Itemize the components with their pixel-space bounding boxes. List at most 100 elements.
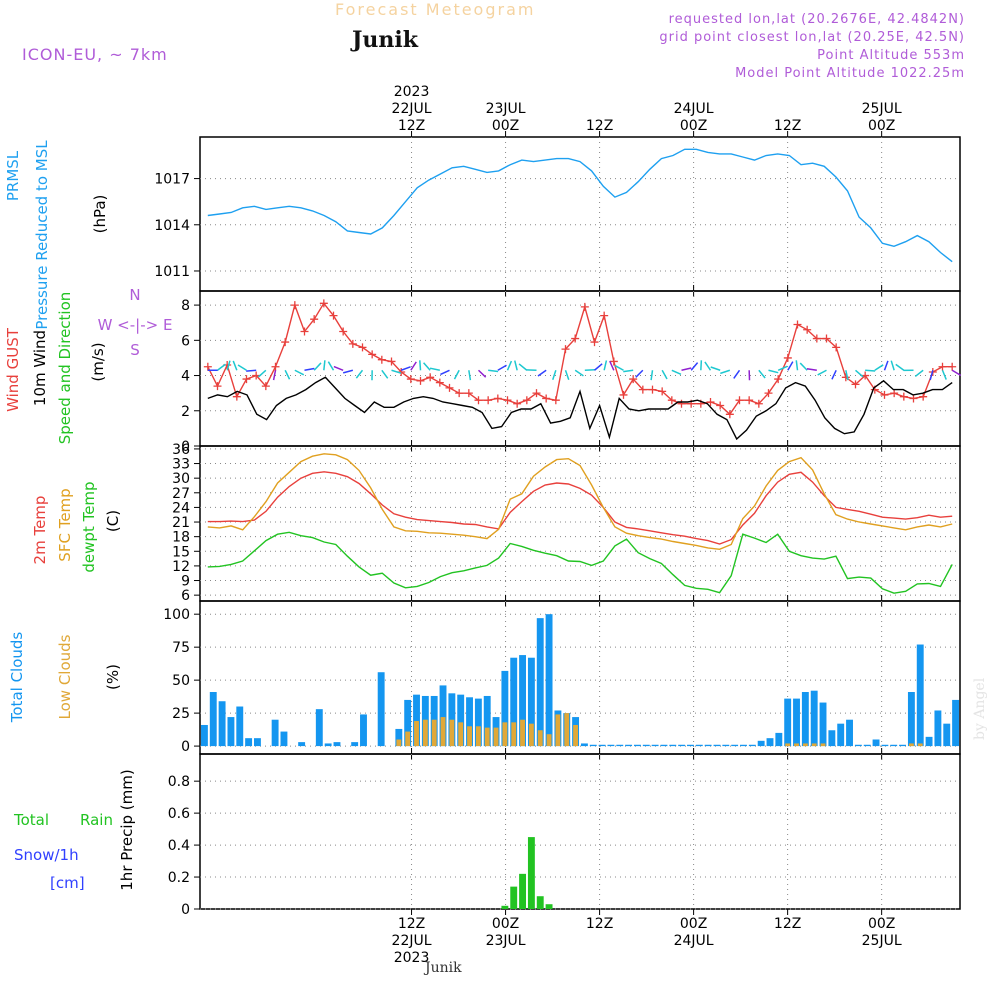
gust-marker: [542, 394, 551, 403]
wind-direction-arrow: [506, 360, 513, 371]
gust-marker: [890, 389, 899, 398]
wind-direction-arrow: [552, 370, 557, 381]
top-time-label: 00Z: [680, 118, 707, 134]
y-tick-label: 6: [181, 588, 190, 604]
bar-low-clouds: [484, 727, 490, 747]
gust-marker: [445, 383, 454, 392]
bar-total-clouds: [660, 744, 668, 747]
model-point-altitude: Model Point Altitude 1022.25m: [735, 66, 965, 81]
bar-low-clouds: [511, 722, 517, 747]
bar-total-clouds: [890, 744, 898, 747]
wind-direction-arrow: [865, 369, 876, 372]
bottom-time-label: 25JUL: [862, 933, 902, 949]
bar-total-clouds: [457, 694, 465, 747]
panel-frame: [199, 445, 961, 602]
wind-direction-arrow: [614, 364, 624, 371]
top-time-label: 12Z: [774, 118, 801, 134]
wind-direction-arrow: [232, 360, 238, 371]
bar-total-clouds: [775, 732, 783, 747]
panel-frame: [199, 600, 961, 755]
gust-marker: [658, 387, 667, 396]
bar-low-clouds: [573, 724, 579, 747]
gust-marker: [426, 373, 435, 382]
bar-total-clouds: [395, 728, 403, 747]
bar-total-clouds: [227, 717, 235, 747]
y-tick-label: 2: [181, 404, 190, 420]
wind-direction-arrow: [895, 363, 905, 371]
bar-total-clouds: [501, 670, 509, 747]
wind-direction-arrow: [294, 369, 305, 376]
bar-low-clouds: [546, 734, 552, 747]
bar-total-clouds: [536, 618, 544, 747]
bar-rain: [527, 837, 535, 909]
gust-marker: [638, 385, 647, 394]
bar-low-clouds: [458, 722, 464, 747]
wind-direction-arrow: [333, 365, 344, 371]
bar-total-clouds: [757, 740, 765, 747]
y-axis-label: 10m Wind: [31, 330, 49, 406]
y-axis-label: (C): [104, 510, 122, 532]
gust-marker: [571, 334, 580, 343]
wind-direction-arrow: [488, 369, 499, 373]
precip-rain-label: Rain: [80, 811, 113, 829]
bar-low-clouds: [396, 739, 402, 747]
wind-direction-arrow: [391, 369, 402, 374]
credit-watermark: by Angel: [972, 677, 988, 740]
wind-direction-arrow: [733, 369, 741, 379]
bottom-time-label: 12Z: [586, 916, 613, 932]
wind-direction-arrow: [468, 370, 472, 381]
bar-low-clouds: [908, 743, 914, 747]
wind-direction-arrow: [951, 369, 962, 377]
bar-total-clouds: [695, 744, 703, 747]
chart-title: Forecast Meteogram: [335, 0, 535, 19]
wind-direction-arrow: [661, 369, 668, 380]
gust-marker: [522, 396, 531, 405]
bar-low-clouds: [811, 743, 817, 747]
wind-direction-arrow: [817, 369, 827, 376]
y-tick-label: 30: [172, 471, 190, 487]
bar-low-clouds: [917, 743, 923, 747]
wind-direction-arrow: [355, 369, 364, 379]
gust-marker: [706, 397, 715, 406]
bar-total-clouds: [916, 644, 924, 747]
bar-low-clouds: [414, 721, 419, 747]
bar-total-clouds: [280, 731, 288, 747]
wind-direction-arrow: [429, 367, 440, 371]
bar-rain: [501, 905, 509, 909]
wind-direction-arrow: [855, 369, 864, 378]
bar-total-clouds: [298, 742, 306, 747]
bar-total-clouds: [598, 744, 606, 747]
bar-low-clouds: [422, 719, 428, 747]
bar-total-clouds: [218, 701, 226, 747]
wind-direction-arrow: [671, 369, 682, 376]
wind-direction-arrow: [453, 369, 460, 380]
gust-marker: [348, 339, 357, 348]
bottom-time-label: 12Z: [398, 916, 425, 932]
wind-direction-arrow: [700, 360, 703, 371]
gust-marker: [377, 355, 386, 364]
gust-marker: [455, 389, 464, 398]
point-altitude: Point Altitude 553m: [817, 48, 965, 63]
gust-marker: [880, 390, 889, 399]
wind-direction-arrow: [217, 363, 226, 371]
gust-marker: [387, 357, 396, 366]
bar-total-clouds: [616, 744, 624, 747]
bottom-time-label: 00Z: [868, 916, 895, 932]
gust-marker: [368, 350, 377, 359]
wind-direction-arrow: [284, 369, 291, 380]
bar-rain: [536, 896, 544, 909]
gust-marker: [484, 396, 493, 405]
bar-total-clouds: [925, 736, 933, 747]
top-time-label: 24JUL: [674, 101, 714, 117]
bottom-time-label: 23JUL: [486, 933, 526, 949]
bar-total-clouds: [404, 699, 412, 747]
requested-coords: requested lon,lat (20.2676E, 42.4842N): [669, 12, 965, 27]
series-line-10m-wind: [207, 376, 953, 441]
bar-low-clouds: [405, 731, 411, 747]
bar-total-clouds: [881, 744, 889, 747]
y-axis-label: dewpt Temp: [80, 481, 98, 572]
y-tick-label: 0.6: [168, 806, 190, 822]
wind-direction-arrow: [477, 369, 487, 378]
gust-marker: [774, 375, 783, 384]
wind-direction-arrow: [806, 367, 817, 372]
